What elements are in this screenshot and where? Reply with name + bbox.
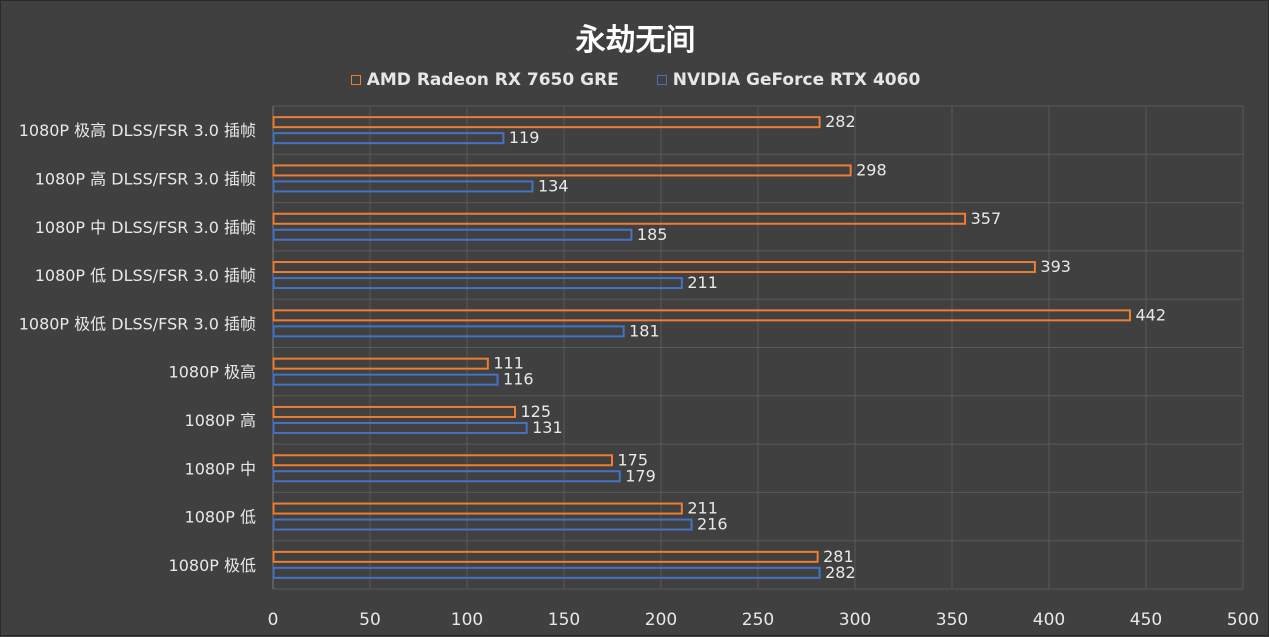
value-label-nvidia: 216 — [697, 515, 728, 534]
bar-amd — [272, 261, 1036, 274]
value-label-nvidia: 282 — [825, 563, 856, 582]
bar-nvidia — [272, 373, 499, 386]
x-tick-label: 400 — [1033, 610, 1065, 630]
value-label-nvidia: 185 — [637, 225, 668, 244]
bar-nvidia — [272, 180, 534, 193]
value-label-amd: 211 — [687, 499, 718, 518]
legend-label-nvidia: NVIDIA GeForce RTX 4060 — [672, 70, 921, 90]
legend-swatch-amd — [350, 75, 361, 85]
x-tick-label: 100 — [451, 610, 483, 630]
legend: AMD Radeon RX 7650 GRE NVIDIA GeForce RT… — [1, 70, 1269, 90]
x-tick-label: 250 — [742, 610, 774, 630]
bar-amd — [272, 405, 516, 418]
value-label-nvidia: 211 — [687, 273, 718, 292]
bar-amd — [272, 212, 967, 225]
bar-amd — [272, 454, 613, 467]
category-label: 1080P 极高 — [169, 363, 256, 382]
legend-item-amd: AMD Radeon RX 7650 GRE — [350, 70, 619, 90]
chart-title: 永劫无间 — [575, 23, 696, 58]
value-label-amd: 357 — [971, 209, 1002, 228]
category-label: 1080P 低 DLSS/FSR 3.0 插帧 — [35, 266, 256, 285]
value-label-nvidia: 131 — [532, 418, 563, 437]
value-label-amd: 282 — [825, 112, 856, 131]
category-label: 1080P 中 DLSS/FSR 3.0 插帧 — [35, 218, 256, 237]
category-label: 1080P 极高 DLSS/FSR 3.0 插帧 — [19, 121, 256, 140]
bar-nvidia — [272, 518, 693, 531]
bar-nvidia — [272, 566, 821, 579]
value-label-nvidia: 119 — [509, 128, 540, 147]
value-label-amd: 111 — [493, 354, 524, 373]
value-label-amd: 393 — [1040, 257, 1071, 276]
bar-nvidia — [272, 325, 625, 338]
legend-swatch-nvidia — [656, 75, 667, 85]
category-label: 1080P 极低 — [169, 556, 256, 575]
bar-nvidia — [272, 277, 683, 290]
bar-amd — [272, 502, 683, 515]
x-tick-label: 450 — [1130, 610, 1162, 630]
value-label-nvidia: 179 — [625, 466, 656, 485]
category-label: 1080P 高 — [185, 411, 256, 430]
x-tick-label: 500 — [1227, 610, 1259, 630]
bar-amd — [272, 309, 1131, 322]
x-tick-label: 350 — [936, 610, 968, 630]
x-tick-label: 0 — [268, 610, 279, 630]
bar-nvidia — [272, 421, 528, 434]
legend-item-nvidia: NVIDIA GeForce RTX 4060 — [656, 70, 921, 90]
x-tick-label: 200 — [645, 610, 677, 630]
value-label-nvidia: 181 — [629, 321, 660, 340]
category-label: 1080P 极低 DLSS/FSR 3.0 插帧 — [19, 314, 256, 333]
category-label: 1080P 高 DLSS/FSR 3.0 插帧 — [35, 169, 256, 188]
bar-nvidia — [272, 132, 505, 145]
bar-amd — [272, 164, 852, 177]
value-label-amd: 298 — [856, 160, 887, 179]
legend-label-amd: AMD Radeon RX 7650 GRE — [366, 70, 619, 90]
category-label: 1080P 中 — [185, 459, 256, 478]
value-label-amd: 175 — [618, 450, 649, 469]
value-label-nvidia: 134 — [538, 176, 569, 195]
x-tick-label: 50 — [359, 610, 381, 630]
value-label-amd: 125 — [521, 402, 552, 421]
bar-nvidia — [272, 228, 633, 241]
value-label-amd: 442 — [1135, 305, 1166, 324]
category-label: 1080P 低 — [185, 508, 256, 527]
bar-amd — [272, 116, 821, 129]
value-label-amd: 281 — [823, 547, 854, 566]
bar-nvidia — [272, 470, 621, 483]
x-tick-label: 150 — [548, 610, 580, 630]
bar-amd — [272, 357, 489, 370]
value-label-nvidia: 116 — [503, 370, 534, 389]
bar-amd — [272, 550, 819, 563]
x-tick-label: 300 — [839, 610, 871, 630]
